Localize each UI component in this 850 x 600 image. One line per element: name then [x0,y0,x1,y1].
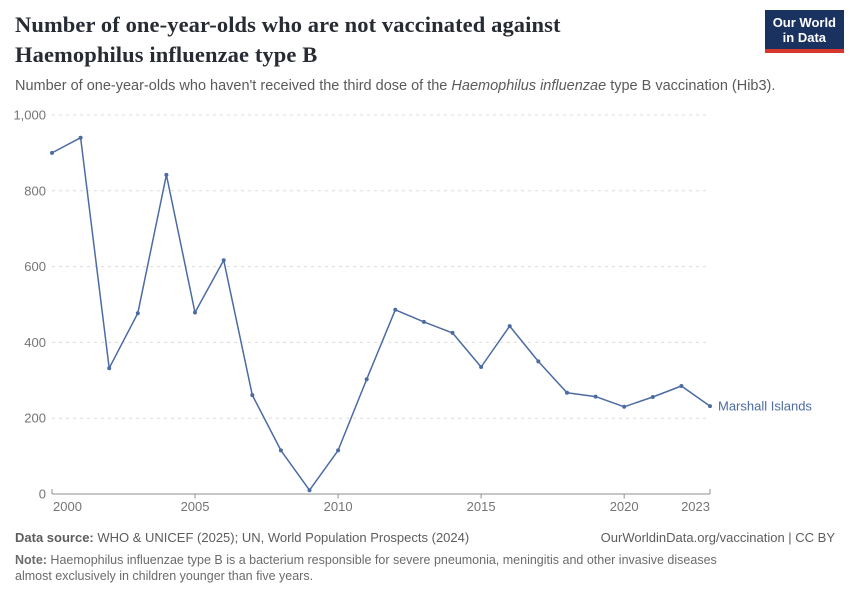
data-point[interactable] [479,365,484,369]
license-link[interactable]: OurWorldinData.org/vaccination | CC BY [600,530,835,545]
data-point[interactable] [593,394,598,399]
data-point[interactable] [193,310,197,315]
data-point[interactable] [107,366,112,371]
x-tick-label: 2010 [324,499,353,514]
y-tick-label: 0 [39,487,46,502]
data-point[interactable] [307,488,312,493]
data-point[interactable] [336,448,341,453]
data-point[interactable] [622,404,627,409]
y-tick-label: 800 [24,183,46,198]
data-point[interactable] [50,150,54,155]
data-source: Data source: WHO & UNICEF (2025); UN, Wo… [15,530,469,545]
y-tick-label: 400 [24,335,46,350]
note-label: Note: [15,553,47,567]
data-point[interactable] [650,395,655,399]
owid-logo[interactable]: Our World in Data [764,10,844,53]
chart-footer: Data source: WHO & UNICEF (2025); UN, Wo… [15,530,835,584]
subtitle-italic: Haemophilus influenzae [451,78,607,94]
data-point[interactable] [135,311,140,316]
x-tick-label: 2005 [181,499,210,514]
data-line[interactable] [51,136,711,491]
owid-logo-line2: in Data [782,30,827,45]
series-label[interactable]: Marshall Islands [718,399,812,414]
note-text: Haemophilus influenzae type B is a bacte… [15,553,717,583]
data-source-text: WHO & UNICEF (2025); UN, World Populatio… [93,530,470,545]
chart-canvas[interactable]: 0 200 400 600 800 1,000 2000 2005 2010 2015 2020 20… [0,100,850,540]
data-point[interactable] [679,384,684,388]
data-point[interactable] [393,307,398,312]
data-point[interactable] [278,448,283,453]
x-tick-label: 2000 [53,499,82,514]
x-tick-label: 2023 [681,499,710,514]
data-point[interactable] [164,172,169,177]
data-point[interactable] [364,377,369,382]
data-point[interactable] [221,258,226,263]
x-tick-label: 2015 [467,499,496,514]
page-title: Number of one-year-olds who are not vacc… [15,12,561,67]
y-tick-label: 200 [24,411,46,426]
owid-logo-line1: Our World [772,15,836,30]
y-tick-label: 600 [24,259,46,274]
y-tick-label: 1,000 [13,108,46,123]
chart-subtitle: Number of one-year-olds who haven't rece… [15,77,815,96]
chart-note: Note: Haemophilus influenzae type B is a… [15,552,731,584]
data-point[interactable] [507,324,512,329]
data-point[interactable] [78,135,83,140]
x-tick-label: 2020 [610,499,639,514]
subtitle-prefix: Number of one-year-olds who haven't rece… [15,78,452,94]
data-point[interactable] [250,393,255,398]
subtitle-suffix: type B vaccination (Hib3). [606,78,776,94]
data-point[interactable] [536,359,541,364]
data-point[interactable] [565,390,569,395]
data-point[interactable] [450,330,455,335]
data-point[interactable] [421,319,426,324]
data-source-label: Data source: [15,530,94,545]
data-point[interactable] [708,404,712,409]
